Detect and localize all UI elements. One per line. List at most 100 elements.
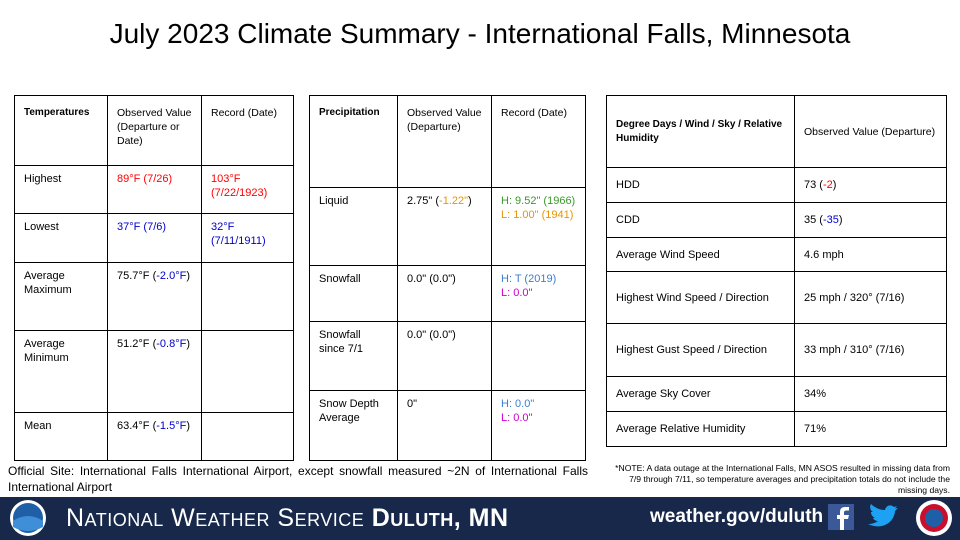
cell-line: Highest Wind Speed / Direction xyxy=(616,291,785,305)
row-label-cell: CDD xyxy=(606,202,795,238)
cell-line: 63.4°F (-1.5°F) xyxy=(117,419,192,433)
header-cell: Temperatures xyxy=(14,95,108,166)
cell-line: L: 0.0" xyxy=(501,411,576,425)
value-cell: 25 mph / 320° (7/16) xyxy=(794,271,947,324)
value-cell: 4.6 mph xyxy=(794,237,947,272)
cell-line: Snowfall since 7/1 xyxy=(319,328,388,356)
header-text: Degree Days / Wind / Sky / Relative Humi… xyxy=(616,118,783,144)
office: Duluth, MN xyxy=(371,504,509,532)
row-label-cell: Snowfall since 7/1 xyxy=(309,321,398,391)
row-label-cell: Highest Wind Speed / Direction xyxy=(606,271,795,324)
header-row: Degree Days / Wind / Sky / Relative Humi… xyxy=(606,95,947,168)
data-row: Mean 63.4°F (-1.5°F) xyxy=(14,412,294,461)
cell-text: Liquid xyxy=(319,195,349,207)
cell-text: 2.75" ( xyxy=(407,195,440,207)
cell-text: 51.2°F ( xyxy=(117,338,157,350)
cell-text-colored: H: 0.0" xyxy=(501,398,535,410)
website[interactable]: weather.gov/duluth xyxy=(650,506,824,527)
value-cell: 103°F (7/22/1923) xyxy=(201,165,294,214)
cell-text: 0" xyxy=(407,398,418,410)
cell-line: Liquid xyxy=(319,194,388,208)
value-cell: 71% xyxy=(794,411,947,447)
header-text: Observed Value (Departure) xyxy=(804,125,936,138)
value-cell: 0" xyxy=(397,390,492,461)
cell-line: CDD xyxy=(616,213,785,227)
cell-text: ) xyxy=(186,338,190,350)
data-row: HDD 73 (-2) xyxy=(606,167,947,203)
cell-text-colored: -1.22" xyxy=(439,195,469,207)
row-label-cell: Average Sky Cover xyxy=(606,376,795,412)
cell-line: Average Wind Speed xyxy=(616,248,785,262)
cell-text: 25 mph / 320° (7/16) xyxy=(804,291,905,304)
cell-text-colored: H: T (2019) xyxy=(501,273,557,285)
value-cell: 51.2°F (-0.8°F) xyxy=(107,330,202,413)
value-cell xyxy=(201,330,294,413)
twitter-icon[interactable] xyxy=(868,504,898,527)
cell-text: 0.0" (0.0") xyxy=(407,329,456,341)
cell-text: Highest Gust Speed / Direction xyxy=(616,344,768,356)
cell-text: Average Sky Cover xyxy=(616,388,711,400)
value-cell: H: 9.52" (1966) L: 1.00" (1941) xyxy=(491,187,586,266)
row-label-cell: Lowest xyxy=(14,213,108,263)
cell-text: Snowfall xyxy=(319,273,361,285)
cell-line: H: T (2019) xyxy=(501,272,576,286)
cell-text-colored: -0.8°F xyxy=(156,338,187,350)
cell-text-colored: -2.0°F xyxy=(156,270,187,282)
value-cell: 0.0" (0.0") xyxy=(397,321,492,391)
cell-line: L: 0.0" xyxy=(501,286,576,300)
cell-text: Mean xyxy=(24,420,52,432)
value-cell: 34% xyxy=(794,376,947,412)
value-cell: 63.4°F (-1.5°F) xyxy=(107,412,202,461)
cell-text: Snow Depth Average xyxy=(319,398,379,424)
degree_days-table: Degree Days / Wind / Sky / Relative Humi… xyxy=(606,95,947,447)
data-row: Liquid 2.75" (-1.22") H: 9.52" (1966) L: 1.… xyxy=(309,187,586,266)
value-cell: 37°F (7/6) xyxy=(107,213,202,263)
cell-line: 0.0" (0.0") xyxy=(407,328,482,342)
cell-text-colored: 89°F (7/26) xyxy=(117,173,173,185)
data-row: Average Minimum 51.2°F (-0.8°F) xyxy=(14,330,294,413)
value-cell: 32°F (7/11/1911) xyxy=(201,213,294,263)
cell-line: Snowfall xyxy=(319,272,388,286)
cell-text: 4.6 mph xyxy=(804,248,844,261)
value-cell: 89°F (7/26) xyxy=(107,165,202,214)
row-label-cell: HDD xyxy=(606,167,795,203)
cell-text: Average Minimum xyxy=(24,338,69,364)
cell-line: Lowest xyxy=(24,220,98,234)
cell-text: CDD xyxy=(616,214,640,226)
cell-line: Mean xyxy=(24,419,98,433)
cell-line: Highest xyxy=(24,172,98,186)
table-body: Degree Days / Wind / Sky / Relative Humi… xyxy=(606,95,947,447)
header-cell: Record (Date) xyxy=(491,95,586,188)
header-cell: Record (Date) xyxy=(201,95,294,166)
header-text: Record (Date) xyxy=(211,107,277,119)
header-text: Precipitation xyxy=(319,107,380,118)
cell-line: 73 (-2) xyxy=(804,178,937,192)
value-cell: 35 (-35) xyxy=(794,202,947,238)
header-text: Observed Value (Departure) xyxy=(407,107,482,133)
cell-text: Average Relative Humidity xyxy=(616,423,746,435)
cell-text: 71% xyxy=(804,423,827,435)
value-cell: 75.7°F (-2.0°F) xyxy=(107,262,202,331)
cell-text: Snowfall since 7/1 xyxy=(319,329,364,355)
cell-line: 51.2°F (-0.8°F) xyxy=(117,337,192,351)
cell-text: ) xyxy=(838,214,843,226)
footer-graphics xyxy=(10,500,952,536)
data-row: Average Sky Cover 34% xyxy=(606,376,947,412)
facebook-glyph xyxy=(837,507,849,530)
cell-text: ) xyxy=(186,420,190,432)
header-row: Precipitation Observed Value (Departure) R… xyxy=(309,95,586,188)
cell-text-colored: L: 0.0" xyxy=(501,412,533,424)
value-cell xyxy=(201,412,294,461)
table-body: Precipitation Observed Value (Departure) R… xyxy=(309,95,586,461)
cell-text: HDD xyxy=(616,179,640,191)
value-cell xyxy=(201,262,294,331)
cell-text: ) xyxy=(832,179,837,191)
cell-text: Lowest xyxy=(24,221,59,233)
cell-text: Average Maximum xyxy=(24,270,72,296)
cell-text: 63.4°F ( xyxy=(117,420,157,432)
cell-text-colored: 32°F (7/11/1911) xyxy=(211,221,266,247)
data-row: CDD 35 (-35) xyxy=(606,202,947,238)
data-row: Highest 89°F (7/26) 103°F (7/22/1923) xyxy=(14,165,294,214)
data-row: Snowfall since 7/1 0.0" (0.0") xyxy=(309,321,586,391)
cell-line: 89°F (7/26) xyxy=(117,172,192,186)
